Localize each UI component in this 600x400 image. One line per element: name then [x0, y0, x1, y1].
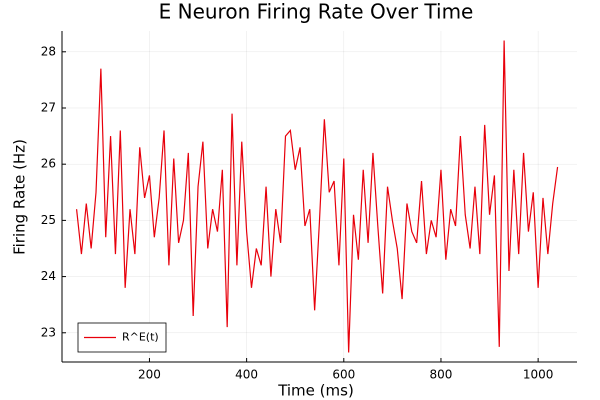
legend-label: R^E(t) [122, 331, 159, 344]
chart-title: E Neuron Firing Rate Over Time [159, 0, 474, 24]
x-tick-label: 200 [138, 368, 161, 382]
x-tick-label: 600 [332, 368, 355, 382]
x-tick-label: 400 [235, 368, 258, 382]
y-tick-label: 28 [41, 44, 56, 58]
y-tick-label: 26 [41, 157, 56, 171]
x-tick-label: 1000 [523, 368, 554, 382]
y-tick-label: 25 [41, 213, 56, 227]
y-tick-label: 27 [41, 100, 56, 114]
y-tick-label: 24 [41, 269, 56, 283]
y-axis-label: Firing Rate (Hz) [11, 139, 29, 255]
x-axis-label: Time (ms) [277, 382, 354, 400]
x-tick-label: 800 [430, 368, 453, 382]
y-tick-label: 23 [41, 325, 56, 339]
data-line [75, 40, 559, 353]
